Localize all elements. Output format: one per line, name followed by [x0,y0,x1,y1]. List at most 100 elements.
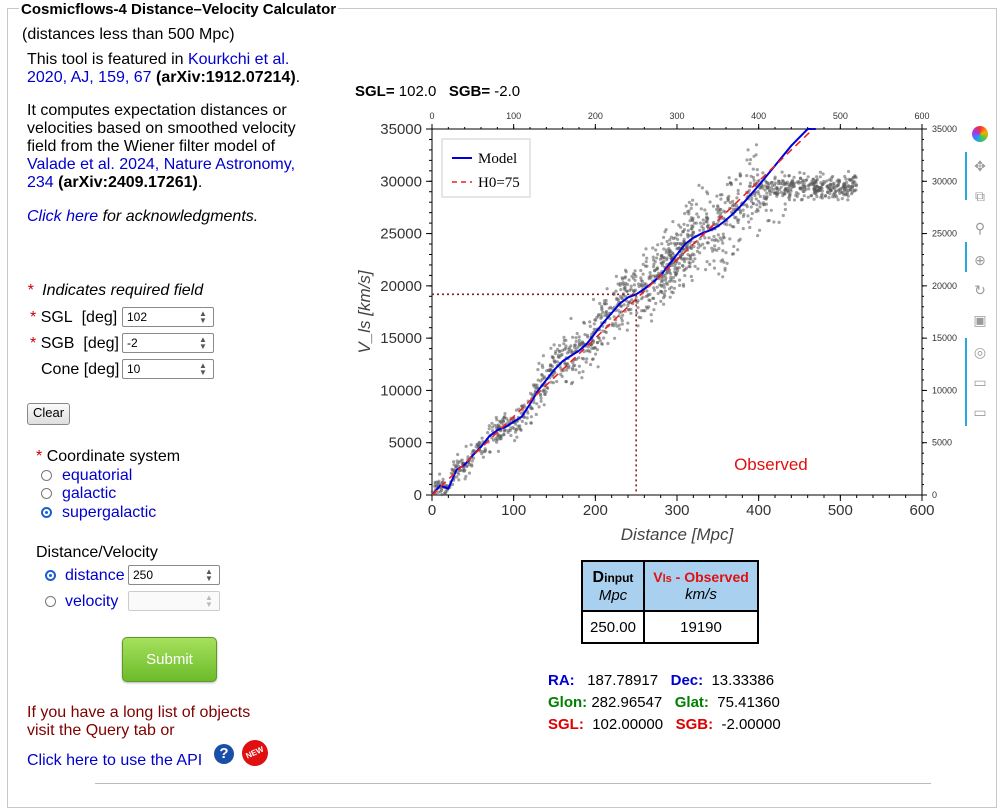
comment-icon[interactable]: ▭ [973,404,987,420]
acknowledgment-link[interactable]: Click here [27,208,99,225]
scatter-point [822,179,826,183]
radio-galactic-label[interactable]: galactic [62,485,117,502]
scatter-point [656,252,660,256]
reset-icon[interactable]: ↻ [974,282,986,298]
scatter-point [562,335,566,339]
clear-button[interactable]: Clear [27,403,70,425]
scatter-point [490,421,494,425]
scatter-point [543,392,547,396]
scatter-point [783,188,787,193]
scatter-point [661,263,665,268]
pan-icon[interactable]: ✥ [974,158,986,174]
radio-velocity-label[interactable]: velocity [65,593,119,610]
scatter-point [565,351,569,355]
sgb-label: * SGB [deg] [30,335,119,352]
scatter-point [685,232,690,236]
scatter-point [727,176,731,180]
scatter-point [524,421,528,426]
scatter-point [616,308,620,312]
scatter-point [535,402,539,406]
sgb-input[interactable]: -2 ▲ ▼ [122,333,214,353]
scatter-point [748,162,752,166]
radio-velocity[interactable] [45,596,56,607]
scatter-point [575,331,579,336]
scatter-point [704,268,708,272]
scatter-point [682,268,686,272]
scatter-point [749,174,753,178]
comment-icon[interactable]: ▭ [973,374,987,390]
scatter-point [665,239,669,244]
scatter-point [457,472,461,476]
scatter-point [736,192,740,196]
submit-button[interactable]: Submit [122,637,217,682]
scatter-point [659,299,663,303]
scatter-point [662,247,666,251]
scatter-point [705,212,709,216]
bokeh-logo-icon[interactable] [969,126,991,147]
scatter-point [734,178,738,182]
right-y-tick-label: 35000 [932,124,957,134]
scatter-point [853,189,857,193]
api-link[interactable]: Click here to use the API [27,752,203,769]
scatter-point [815,175,819,179]
scatter-point [815,184,819,188]
spinner-icon: ▲ ▼ [199,335,207,351]
scatter-point [677,246,681,250]
scatter-point [469,463,474,467]
scatter-point [629,284,633,288]
box-zoom-icon[interactable]: ⧉ [975,188,985,204]
coords-supergalactic-row: SGL: 102.00000 SGB: -2.00000 [548,716,781,733]
scatter-point [598,301,602,306]
radio-galactic[interactable] [41,488,52,499]
velocity-input[interactable]: ▲ ▼ [128,591,220,611]
scatter-point [667,247,671,251]
scatter-point [587,349,591,353]
scatter-point [450,482,455,487]
scatter-point [595,348,599,352]
scatter-point [830,186,834,190]
radio-equatorial-label[interactable]: equatorial [62,467,133,484]
valade-link[interactable]: Valade et al. 2024, Nature Astronomy, 23… [27,156,296,191]
help-icon[interactable]: ? [214,744,234,764]
scatter-point [577,341,581,345]
scatter-point [783,202,787,206]
scatter-point [762,203,766,207]
cone-input[interactable]: 10 ▲ ▼ [122,359,214,379]
scatter-point [669,275,673,279]
scatter-point [773,177,777,181]
scatter-point [569,316,573,321]
scatter-point [488,450,492,454]
coordinate-system-label: * Coordinate system [36,448,181,465]
radio-distance-label[interactable]: distance [65,567,125,584]
scatter-point [662,235,666,239]
radio-supergalactic[interactable] [41,507,52,518]
radio-supergalactic-label[interactable]: supergalactic [62,504,157,521]
radio-distance[interactable] [45,570,56,581]
scatter-point [725,261,729,265]
hover-icon[interactable]: ◎ [973,344,987,360]
scatter-point [794,193,798,197]
scatter-point [820,193,824,198]
scatter-point [754,143,759,147]
scatter-point [627,308,631,312]
scatter-point [838,191,842,195]
scatter-point [755,168,759,172]
distance-velocity-label: Distance/Velocity [36,544,158,561]
scatter-point [592,346,596,350]
x-tick-label: 100 [501,502,526,519]
scatter-point [580,356,584,360]
scatter-point [810,181,814,185]
zoom-in-icon[interactable]: ⊕ [974,252,986,268]
save-icon[interactable]: ▣ [973,312,987,328]
scatter-point [636,324,640,328]
sgl-input[interactable]: 102 ▲ ▼ [122,307,214,327]
scatter-point [687,260,691,265]
kourkchi-link[interactable]: Kourkchi et al. 2020, AJ, 159, 67 [27,51,290,86]
distance-input[interactable]: 250 ▲ ▼ [128,565,220,585]
scatter-point [457,478,461,482]
wheel-zoom-icon[interactable]: ⚲ [974,220,986,236]
scatter-point [795,180,799,184]
radio-equatorial[interactable] [41,470,52,481]
scatter-point [695,249,699,253]
